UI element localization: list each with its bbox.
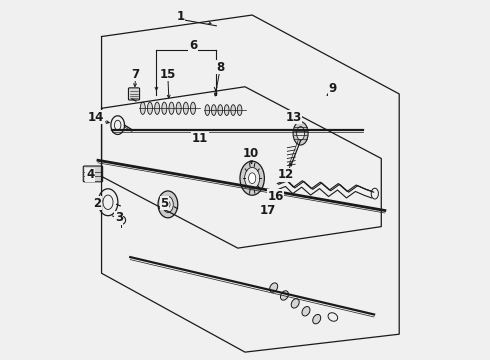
Ellipse shape xyxy=(162,102,167,114)
Text: 9: 9 xyxy=(329,82,337,95)
FancyBboxPatch shape xyxy=(83,166,102,182)
Text: 12: 12 xyxy=(278,168,294,181)
Ellipse shape xyxy=(212,105,216,116)
Text: 4: 4 xyxy=(86,168,94,181)
Ellipse shape xyxy=(270,283,278,292)
Text: 3: 3 xyxy=(115,211,123,224)
Ellipse shape xyxy=(147,102,152,114)
Text: 13: 13 xyxy=(285,111,301,124)
Text: 11: 11 xyxy=(192,132,208,145)
Ellipse shape xyxy=(248,173,256,184)
Ellipse shape xyxy=(296,127,304,140)
Text: 8: 8 xyxy=(216,60,224,73)
Ellipse shape xyxy=(176,102,181,114)
Ellipse shape xyxy=(205,105,210,116)
Ellipse shape xyxy=(169,102,174,114)
Ellipse shape xyxy=(158,191,178,218)
Text: 1: 1 xyxy=(176,10,185,23)
Ellipse shape xyxy=(237,105,242,116)
Text: 10: 10 xyxy=(242,147,259,159)
Text: 7: 7 xyxy=(131,68,140,81)
Ellipse shape xyxy=(280,291,289,300)
Ellipse shape xyxy=(313,314,321,324)
Ellipse shape xyxy=(293,122,308,145)
Text: 16: 16 xyxy=(267,190,284,203)
Ellipse shape xyxy=(302,307,310,316)
Text: 2: 2 xyxy=(93,197,101,210)
Ellipse shape xyxy=(191,102,196,114)
Text: 15: 15 xyxy=(160,68,176,81)
Ellipse shape xyxy=(231,105,236,116)
Ellipse shape xyxy=(140,102,146,114)
Ellipse shape xyxy=(224,105,229,116)
Ellipse shape xyxy=(240,161,265,195)
Ellipse shape xyxy=(245,167,260,189)
Text: 14: 14 xyxy=(88,111,104,124)
Ellipse shape xyxy=(166,201,170,208)
Ellipse shape xyxy=(218,105,222,116)
Ellipse shape xyxy=(155,102,160,114)
Ellipse shape xyxy=(291,299,299,308)
Text: 5: 5 xyxy=(160,197,169,210)
Text: 6: 6 xyxy=(189,39,197,52)
Ellipse shape xyxy=(183,102,188,114)
Ellipse shape xyxy=(163,196,173,212)
Text: 17: 17 xyxy=(260,204,276,217)
FancyBboxPatch shape xyxy=(128,88,140,100)
